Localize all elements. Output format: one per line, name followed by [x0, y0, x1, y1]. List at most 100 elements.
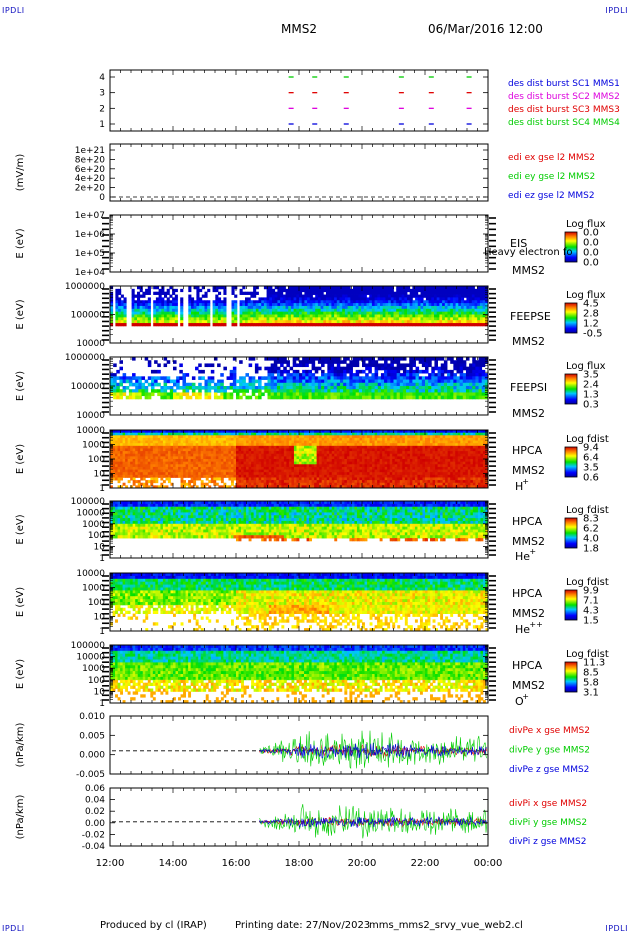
spectrogram-cell — [161, 323, 165, 327]
spectrogram-cell — [428, 314, 432, 318]
spectrogram-cell — [218, 314, 222, 318]
spectrogram-cell — [333, 369, 338, 374]
spectrogram-cell — [246, 480, 249, 484]
spectrogram-cell — [218, 308, 222, 313]
spectrogram-cell — [447, 320, 451, 324]
spectrogram-cell — [442, 286, 446, 290]
spectrogram-cell — [195, 437, 199, 441]
spectrogram-cell — [246, 472, 249, 476]
spectrogram-cell — [169, 294, 173, 298]
spectrogram-cell — [188, 320, 192, 324]
spectrogram-cell — [158, 305, 162, 310]
spectrogram-cell — [299, 392, 303, 397]
spectrogram-cell — [349, 369, 353, 374]
spectrogram-cell — [196, 317, 200, 321]
spectrogram-cell — [273, 474, 277, 478]
spectrogram-cell — [155, 300, 159, 304]
spectrogram-cell — [200, 472, 204, 476]
spectrogram-cell — [258, 311, 262, 315]
spectrogram-cell — [255, 323, 259, 327]
spectrogram-cell — [130, 466, 134, 470]
spectrogram-cell — [276, 366, 281, 371]
spectrogram-cell — [290, 323, 294, 327]
spectrogram-cell — [281, 472, 285, 476]
spectrogram-cell — [453, 389, 457, 393]
spectrogram-cell — [304, 317, 308, 321]
spectrogram-cell — [200, 440, 204, 444]
spectrogram-cell — [175, 443, 179, 447]
spectrogram-cell — [346, 366, 350, 371]
spectrogram-cell — [223, 464, 227, 468]
spectrogram-cell — [263, 445, 267, 449]
spectrogram-cell — [396, 323, 400, 327]
spectrogram-cell — [233, 448, 237, 452]
spectrogram-cell — [247, 305, 251, 310]
spectrogram-cell — [180, 474, 184, 478]
spectrogram-cell — [190, 477, 194, 481]
spectrogram-cell — [401, 294, 405, 298]
spectrogram-cell — [134, 317, 138, 321]
spectrogram-cell — [236, 461, 239, 465]
spectrogram-cell — [291, 451, 295, 455]
spectrogram-cell — [210, 480, 214, 484]
spectrogram-cell — [484, 382, 489, 387]
spectrogram-cell — [399, 363, 404, 368]
spectrogram-cell — [272, 311, 276, 315]
spectrogram-cell — [132, 443, 136, 447]
spectrogram-cell — [261, 300, 265, 304]
spectrogram-cell — [465, 389, 470, 393]
spectrogram-cell — [213, 357, 218, 361]
spectrogram-cell — [382, 286, 386, 290]
spectrogram-cell — [307, 305, 311, 310]
spectrogram-cell — [251, 376, 256, 380]
spectrogram-cell — [423, 303, 427, 307]
spectrogram-cell — [239, 311, 243, 315]
spectrogram-cell — [339, 297, 343, 301]
spectrogram-cell — [273, 435, 277, 439]
spectrogram-cell — [331, 314, 335, 318]
spectrogram-cell — [368, 357, 372, 361]
spectrogram-cell — [256, 443, 260, 447]
spectrogram-cell — [255, 311, 259, 315]
spectrogram-cell — [180, 305, 184, 310]
spectrogram-cell — [469, 303, 473, 307]
spectrogram-cell — [450, 376, 454, 380]
spectrogram-cell — [191, 389, 196, 393]
spectrogram-cell — [326, 308, 330, 313]
spectrogram-cell — [247, 297, 251, 301]
spectrogram-cell — [278, 432, 282, 436]
spectrogram-cell — [321, 389, 325, 393]
spectrogram-cell — [150, 445, 154, 449]
spectrogram-cell — [246, 445, 249, 449]
spectrogram-cell — [153, 308, 157, 313]
spectrogram-cell — [118, 297, 122, 301]
spectrogram-cell — [193, 443, 197, 447]
spectrogram-cell — [382, 305, 386, 310]
spectrogram-cell — [393, 323, 397, 327]
spectrogram-cell — [210, 445, 214, 449]
spectrogram-cell — [215, 477, 219, 481]
spectrogram-cell — [278, 482, 282, 486]
spectrogram-cell — [459, 379, 464, 384]
spectrogram-cell — [273, 363, 278, 368]
spectrogram-cell — [285, 314, 289, 318]
spectrogram-cell — [431, 303, 435, 307]
spectrogram-cell — [238, 480, 242, 484]
spectrogram-cell — [273, 480, 277, 484]
spectrogram-cell — [349, 382, 353, 387]
spectrogram-cell — [238, 461, 242, 465]
spectrogram-cell — [339, 305, 343, 310]
spectrogram-cell — [193, 440, 197, 444]
spectrogram-cell — [137, 314, 141, 318]
spectrogram-cell — [130, 461, 134, 465]
spectrogram-cell — [160, 472, 164, 476]
spectrogram-cell — [125, 395, 130, 400]
spectrogram-cell — [273, 466, 277, 470]
spectrogram-cell — [165, 461, 169, 465]
spectrogram-cell — [305, 389, 309, 393]
spectrogram-cell — [465, 395, 470, 400]
spectrogram-cell — [198, 363, 202, 368]
spectrogram-cell — [142, 311, 146, 315]
spectrogram-cell — [137, 485, 141, 489]
spectrogram-cell — [404, 288, 408, 293]
